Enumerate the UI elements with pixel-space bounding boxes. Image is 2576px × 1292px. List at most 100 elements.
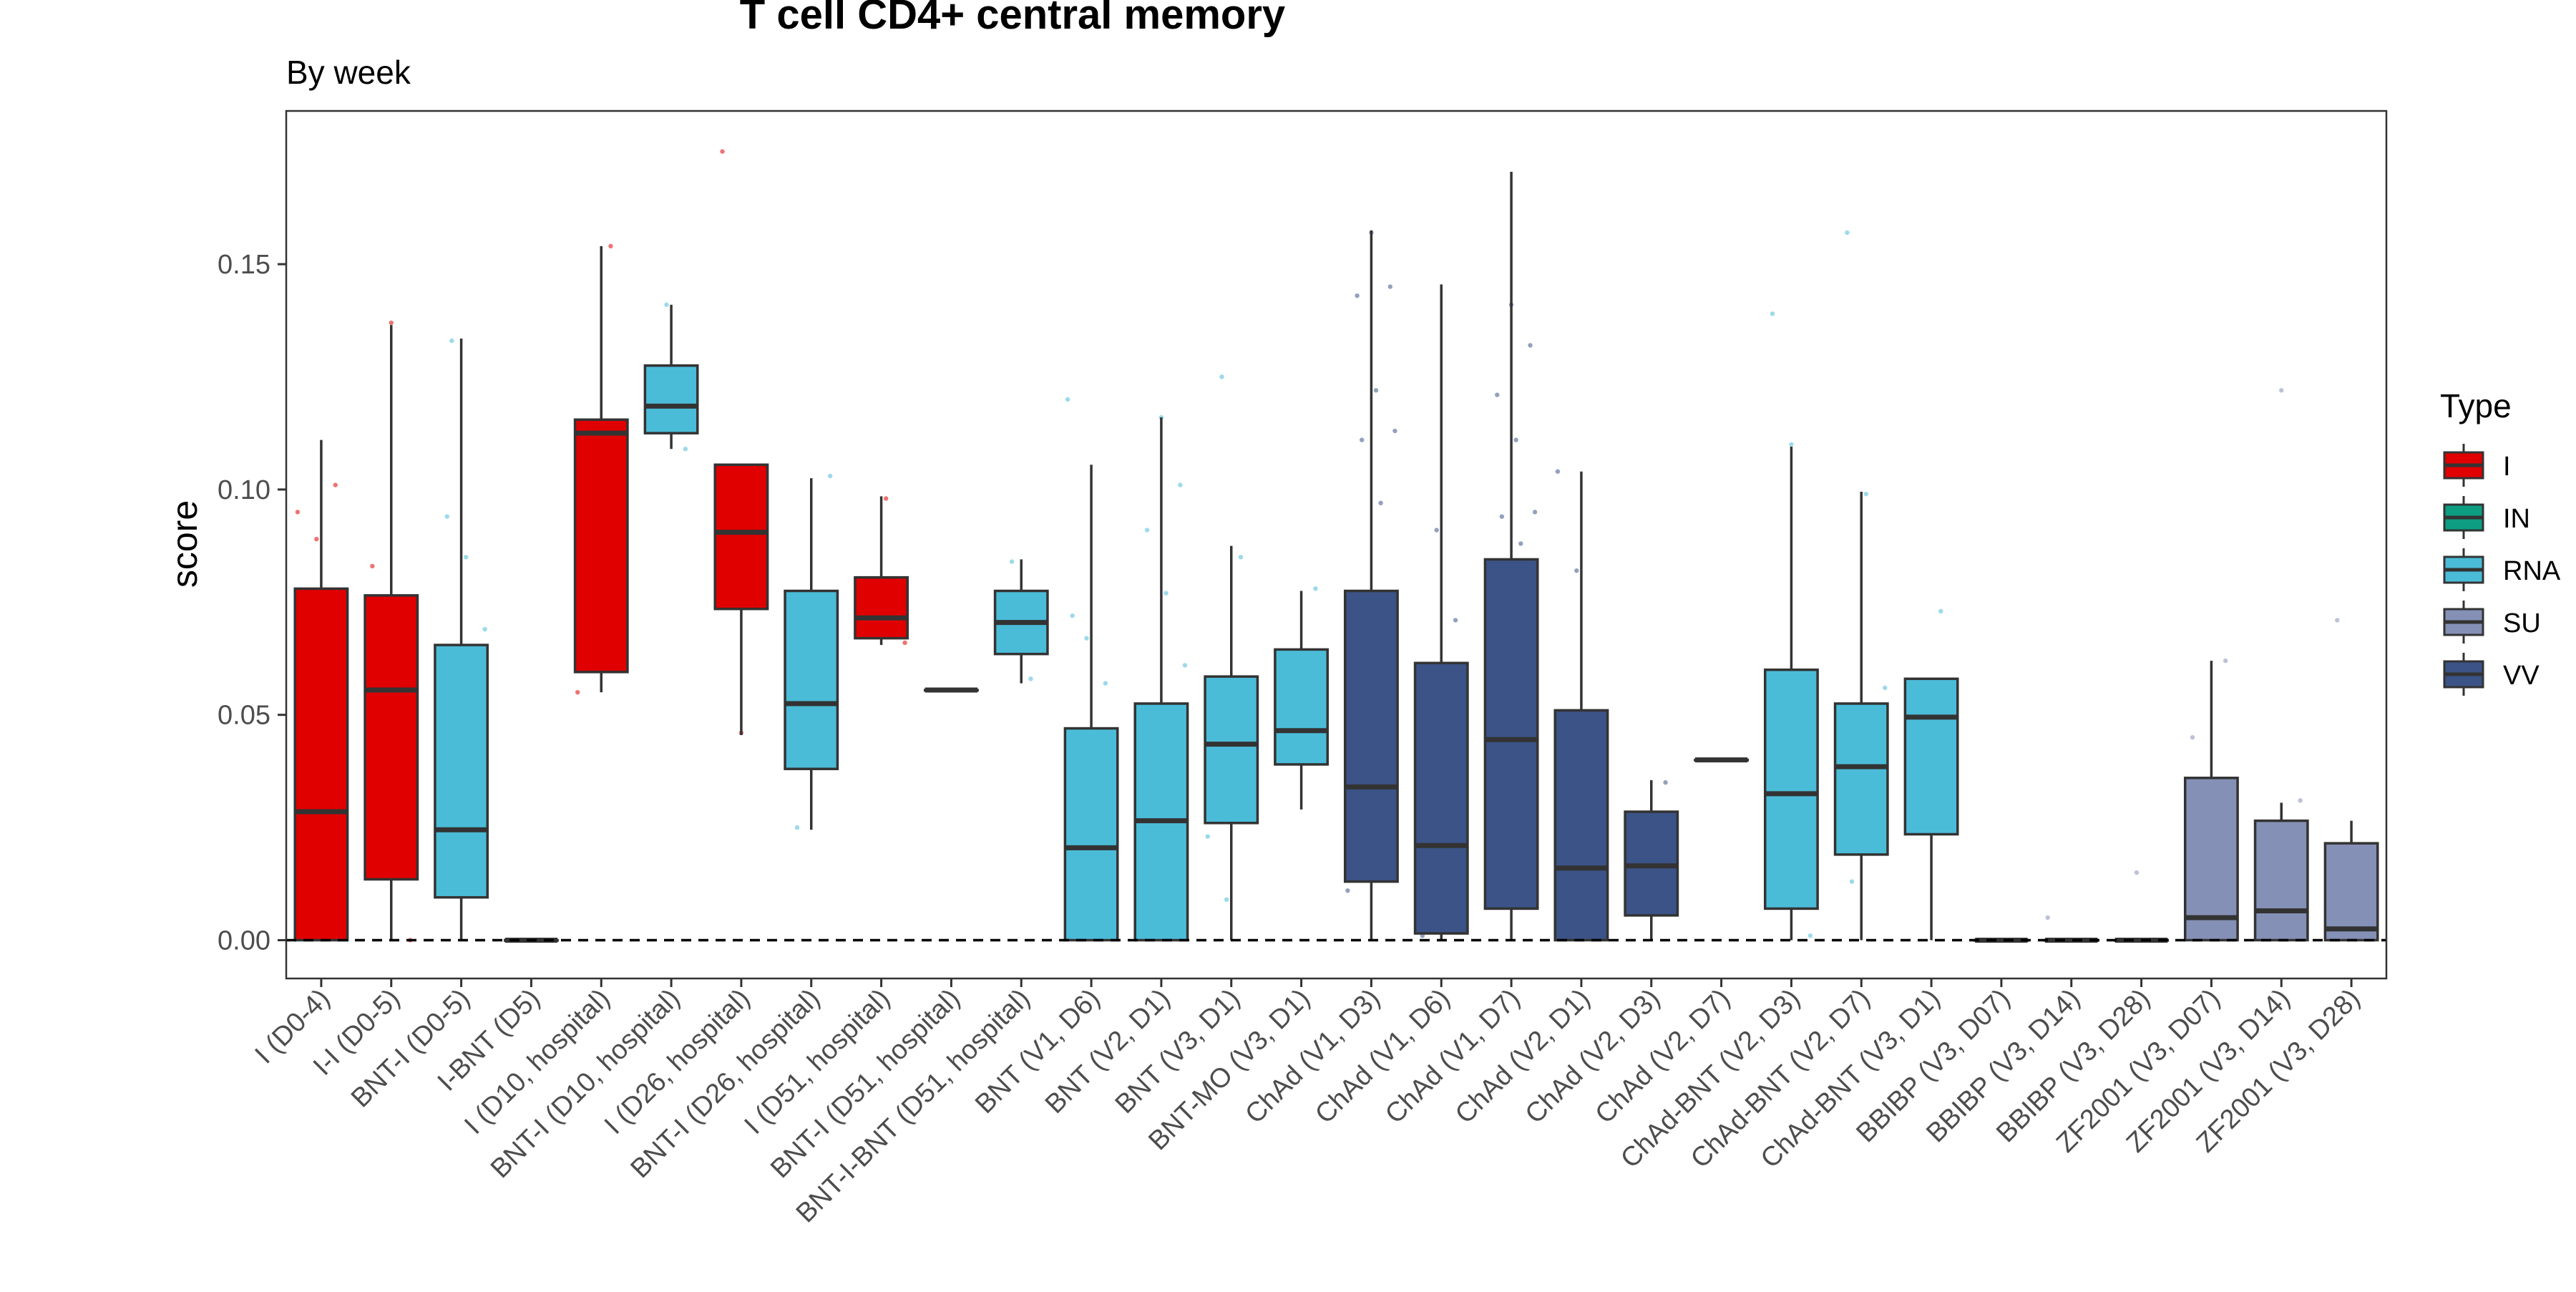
data-point <box>1345 888 1350 893</box>
data-point <box>2279 388 2284 393</box>
box-body <box>1763 668 1819 910</box>
data-point <box>720 149 725 154</box>
legend-label: VV <box>2503 661 2540 691</box>
legend-label: SU <box>2503 608 2541 638</box>
legend: Type I IN RNA SU VV <box>2440 387 2561 696</box>
box-body <box>2183 777 2239 942</box>
data-point <box>1532 510 1538 515</box>
plot-panel: 0.000.050.100.15I (D0-4)I-I (D0-5)BNT-I … <box>218 110 2388 1228</box>
data-point <box>1789 442 1794 447</box>
data-point <box>1103 681 1108 686</box>
data-point <box>2335 618 2340 623</box>
data-point <box>1528 343 1533 348</box>
legend-item: VV <box>2443 653 2540 696</box>
data-point <box>1513 437 1518 442</box>
box-body <box>2253 819 2309 942</box>
data-point <box>1453 618 1458 623</box>
box-body <box>1343 589 1399 883</box>
data-point <box>664 302 669 307</box>
data-point <box>333 482 338 487</box>
data-point <box>1555 469 1561 474</box>
data-point <box>1084 636 1089 641</box>
data-point <box>1163 591 1169 596</box>
legend-item: I <box>2443 444 2511 487</box>
data-point <box>1849 879 1855 884</box>
y-tick-label: 0.15 <box>218 250 270 280</box>
data-point <box>1224 897 1229 903</box>
data-point <box>1387 284 1393 289</box>
data-point <box>1178 482 1183 487</box>
data-point <box>683 447 688 452</box>
data-point <box>1205 834 1210 839</box>
box-body <box>1483 558 1539 910</box>
data-point <box>463 555 469 560</box>
data-point <box>1807 933 1813 938</box>
data-point <box>902 640 907 646</box>
box-body <box>1204 675 1259 825</box>
box-body <box>1413 661 1469 935</box>
data-point <box>608 243 613 249</box>
legend-label: I <box>2503 452 2511 482</box>
data-point <box>1373 388 1379 393</box>
data-point <box>1845 230 1850 235</box>
data-point <box>1938 608 1943 614</box>
data-point <box>1392 428 1397 434</box>
box-body <box>1063 727 1119 942</box>
chart-title: T cell CD4+ central memory <box>740 0 1285 38</box>
box-body <box>2323 842 2379 942</box>
data-point <box>1883 685 1888 691</box>
data-point <box>1518 541 1523 546</box>
data-point <box>883 496 889 501</box>
plot-border <box>285 110 2388 980</box>
box-body <box>573 418 629 674</box>
box-body <box>784 589 839 770</box>
box-body <box>1553 709 1609 942</box>
data-point <box>389 320 394 326</box>
box-body <box>1274 648 1330 766</box>
box-body <box>713 463 769 611</box>
data-point <box>1144 528 1150 533</box>
data-point <box>2045 915 2050 921</box>
data-point <box>2223 658 2228 664</box>
data-point <box>794 825 800 830</box>
y-tick-label: 0.10 <box>218 475 270 505</box>
data-point <box>575 689 580 695</box>
data-point <box>1009 559 1015 564</box>
legend-title: Type <box>2440 387 2512 424</box>
y-tick-label: 0.05 <box>218 701 270 731</box>
data-point <box>444 514 449 519</box>
data-point <box>449 338 454 344</box>
data-point <box>1219 374 1224 379</box>
data-point <box>1065 397 1070 402</box>
data-point <box>1238 555 1244 560</box>
data-point <box>1313 586 1318 591</box>
box-body <box>643 364 699 434</box>
data-point <box>1360 437 1365 442</box>
data-point <box>1574 568 1579 573</box>
data-point <box>1495 392 1500 397</box>
legend-item: IN <box>2443 496 2530 539</box>
data-point <box>1434 528 1439 533</box>
legend-item: SU <box>2443 601 2541 643</box>
legend-item: RNA <box>2443 548 2561 591</box>
box-body <box>364 594 419 881</box>
chart-subtitle: By week <box>286 54 411 91</box>
data-point <box>827 473 833 479</box>
data-point <box>1499 514 1505 519</box>
data-point <box>1770 311 1775 316</box>
data-point <box>295 510 301 515</box>
data-point <box>1182 663 1188 668</box>
box-body <box>854 575 909 640</box>
data-point <box>1355 293 1360 298</box>
plot-background <box>286 111 2386 978</box>
y-tick-label: 0.00 <box>218 926 270 956</box>
data-point <box>1378 500 1383 505</box>
legend-label: IN <box>2503 504 2530 534</box>
data-point <box>2134 870 2140 875</box>
box-body <box>1903 677 1959 836</box>
data-point <box>1663 779 1668 785</box>
legend-label: RNA <box>2503 556 2561 586</box>
data-point <box>1070 613 1075 618</box>
box-body <box>293 587 349 942</box>
